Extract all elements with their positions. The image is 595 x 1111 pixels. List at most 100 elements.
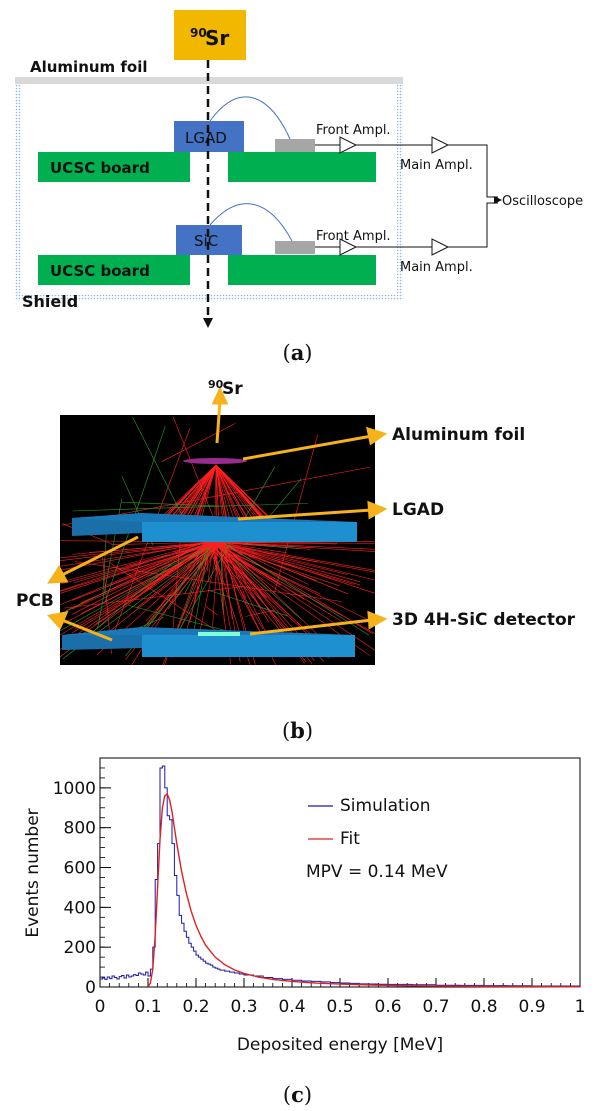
x-tick-label: 0.3 — [230, 997, 257, 1017]
front-ampl-top-label: Front Ampl. — [316, 123, 391, 138]
legend-fit: Fit — [340, 829, 360, 849]
track-line — [59, 541, 222, 592]
track-line — [197, 464, 217, 523]
track-line — [72, 503, 308, 512]
ucsc-board-top-right — [228, 152, 376, 182]
track-line — [134, 541, 209, 599]
track-line — [215, 464, 259, 523]
figure-b-simulation: 90 Sr Aluminum foil LGAD PCB 3D 4H-SiC d… — [16, 378, 576, 666]
track-line — [59, 541, 222, 626]
front-ampl-bottom-label: Front Ampl. — [316, 229, 391, 244]
track-line — [191, 541, 221, 587]
main-amp-triangle-bottom — [431, 238, 450, 256]
track-line — [126, 541, 212, 576]
mpv-annotation: MPV = 0.14 MeV — [306, 862, 448, 882]
track-line — [245, 609, 275, 617]
track-line — [178, 464, 217, 523]
track-line — [74, 541, 220, 629]
track-line — [219, 541, 376, 552]
sim-lgad-label: LGAD — [392, 500, 444, 520]
x-axis-label: Deposited energy [MeV] — [237, 1035, 443, 1055]
track-line — [71, 541, 215, 615]
y-tick-label: 200 — [64, 938, 96, 958]
track-line — [211, 541, 376, 624]
track-line — [177, 541, 210, 629]
caption-c: (c) — [282, 1082, 313, 1107]
sim-lgad-plate — [142, 522, 357, 542]
oscilloscope-arrowhead — [494, 196, 502, 204]
ucsc-board-bottom-right — [228, 255, 376, 285]
track-line — [215, 464, 275, 523]
track-line — [175, 464, 217, 523]
x-tick-label: 0.1 — [134, 997, 161, 1017]
track-line — [65, 541, 210, 612]
track-line — [210, 541, 281, 586]
ucsc-board-top — [38, 152, 190, 182]
legend-simulation: Simulation — [340, 796, 431, 816]
track-line — [207, 541, 318, 563]
track-line — [208, 541, 341, 587]
track-line — [217, 541, 376, 550]
x-tick-label: 0.2 — [182, 997, 209, 1017]
track-line — [219, 541, 309, 585]
track-line — [218, 541, 270, 623]
y-tick-label: 400 — [64, 898, 96, 918]
track-line — [102, 534, 107, 596]
track-line — [205, 606, 218, 616]
track-line — [211, 541, 376, 651]
aluminum-foil-label: Aluminum foil — [30, 58, 148, 76]
track-line — [99, 541, 222, 640]
track-line — [213, 541, 234, 645]
caption-a: (a) — [282, 340, 313, 365]
series-fit — [147, 792, 580, 988]
ucsc-board-bottom-label: UCSC board — [50, 262, 150, 280]
ucsc-board-top-label: UCSC board — [50, 159, 150, 177]
track-line — [221, 541, 374, 635]
track-line — [150, 541, 213, 551]
track-line — [218, 541, 348, 595]
sim-pcb-label: PCB — [16, 591, 54, 611]
figure-c-chart: 0 0.1 0.2 0.3 0.4 0.5 0.6 0.7 0.8 0.9 1 0 200 400 600 8… — [23, 757, 585, 1055]
x-tick-label: 0.6 — [374, 997, 401, 1017]
main-ampl-top-label: Main Ampl. — [400, 158, 473, 173]
track-line — [215, 464, 256, 523]
track-line — [145, 541, 219, 628]
track-line — [186, 464, 217, 523]
sim-sr90-label: Sr — [222, 379, 243, 399]
track-line — [215, 464, 236, 523]
front-amp-chip-bottom — [275, 241, 315, 254]
track-line — [94, 541, 223, 625]
y-tick-label: 800 — [64, 819, 96, 839]
figure-a-schematic: Aluminum foil 90 Sr UCSC board LGAD UCSC… — [15, 10, 583, 328]
x-tick-label: 0.7 — [422, 997, 449, 1017]
sim-sr90-sup: 90 — [208, 378, 224, 391]
x-tick-label: 0 — [95, 997, 106, 1017]
track-line — [148, 541, 222, 577]
track-line — [121, 501, 223, 507]
track-line — [222, 541, 233, 620]
ucsc-board-bottom — [38, 255, 190, 285]
track-line — [215, 464, 220, 523]
track-line — [106, 541, 212, 587]
track-line — [74, 561, 342, 602]
track-line — [207, 541, 354, 585]
track-line — [211, 541, 376, 571]
y-axis-label: Events number — [23, 808, 43, 937]
track-line — [81, 560, 176, 643]
track-line — [172, 416, 246, 598]
track-line — [59, 541, 208, 592]
sr90-label: Sr — [205, 26, 229, 50]
track-line — [63, 586, 244, 609]
track-line — [111, 541, 211, 546]
track-line — [59, 541, 218, 561]
main-amp-triangle-top — [431, 136, 450, 154]
sim-sic-label: 3D 4H-SiC detector — [392, 610, 576, 630]
front-amp-triangle-bottom — [339, 238, 358, 256]
track-line — [216, 541, 287, 553]
front-amp-triangle-top — [339, 136, 358, 154]
track-line — [183, 464, 217, 523]
track-line — [161, 464, 217, 523]
track-line — [215, 464, 262, 523]
y-tick-label: 600 — [64, 859, 96, 879]
track-line — [172, 464, 217, 523]
